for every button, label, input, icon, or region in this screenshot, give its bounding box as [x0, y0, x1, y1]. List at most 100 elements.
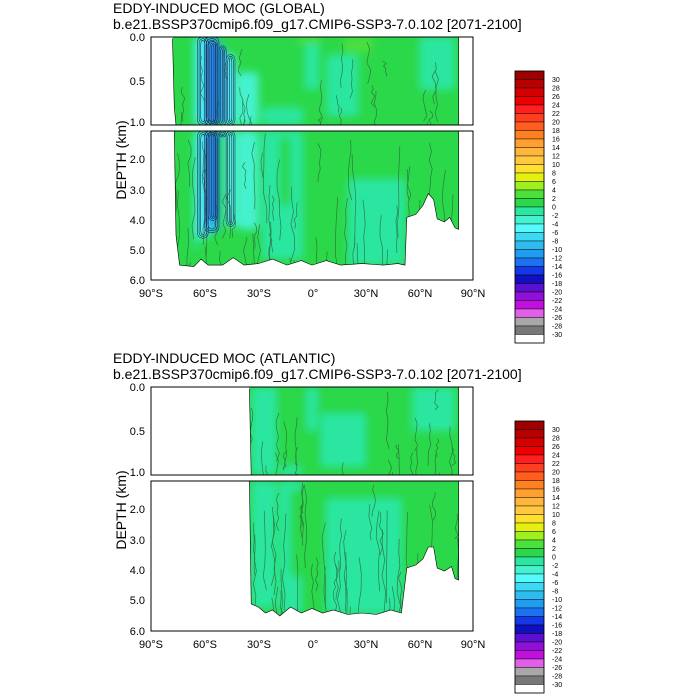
- colorbar-swatch: [514, 667, 545, 677]
- colorbar-swatch: [514, 113, 545, 123]
- y-tick-label: 5.0: [130, 245, 145, 257]
- colorbar-swatch: [514, 181, 545, 191]
- contour-line: [427, 557, 432, 602]
- y-tick-labels: 0.0 0.5 1.0 2.0 3.0 4.0 5.0 6.0: [130, 32, 145, 287]
- contour-line: [321, 522, 326, 609]
- y-axis-label: DEPTH (km): [113, 120, 129, 199]
- x-tick-label: 90°S: [139, 288, 163, 300]
- contour-line: [432, 491, 436, 521]
- contour-line: [207, 41, 218, 125]
- colorbar-swatch: [514, 650, 545, 660]
- contour-line: [262, 510, 267, 590]
- contour-line: [238, 49, 243, 77]
- contour-line: [300, 482, 304, 546]
- upper-frame: [150, 386, 474, 476]
- contour-line: [191, 157, 196, 240]
- colorbar-swatch: [514, 87, 545, 97]
- colorbar-label: -16: [552, 623, 562, 630]
- colorbar-swatch: [514, 539, 545, 549]
- x-tick-label: 60°S: [193, 288, 217, 300]
- contour-line: [432, 567, 437, 616]
- colorbar-label: 28: [552, 436, 560, 443]
- contour-line: [317, 117, 322, 125]
- x-tick-label: 90°N: [461, 288, 486, 300]
- contour-line: [204, 131, 220, 233]
- contour-line: [292, 614, 298, 616]
- contour-line: [346, 625, 349, 631]
- contour-line: [335, 197, 339, 267]
- contour-line: [275, 452, 279, 475]
- colorbar-label: 26: [552, 444, 560, 451]
- lower-frame: [150, 130, 474, 281]
- colorbar-swatch: [514, 658, 545, 668]
- panel-title: EDDY-INDUCED MOC (GLOBAL): [113, 0, 325, 16]
- colorbar-label: -6: [552, 580, 558, 587]
- contour-line: [306, 623, 308, 631]
- contour-line: [435, 438, 440, 458]
- colorbar-label: -4: [552, 572, 558, 579]
- colorbar-swatch: [514, 590, 545, 600]
- contour-line: [398, 571, 403, 609]
- colorbar-label: 16: [552, 487, 560, 494]
- colorbar-swatch: [514, 291, 545, 301]
- contour-line: [322, 623, 326, 631]
- colorbar: 302826242220181614121086420-2-4-6-8-10-1…: [514, 420, 562, 694]
- contour-line: [209, 42, 216, 124]
- contour-line: [246, 94, 251, 125]
- contour-line: [344, 617, 347, 631]
- colorbar-swatch: [514, 96, 545, 106]
- contour-line: [454, 513, 459, 540]
- colorbar-label: -28: [552, 324, 562, 331]
- colorbar-label: 12: [552, 154, 560, 161]
- colorbar-label: -24: [552, 657, 562, 664]
- colorbar-swatch: [514, 189, 545, 199]
- colorbar-swatch: [514, 266, 545, 276]
- contour-line: [220, 47, 225, 124]
- colorbar-swatch: [514, 573, 545, 583]
- contour-line: [434, 70, 439, 122]
- x-tick-labels: 90°S 60°S 30°S 0° 30°N 60°N 90°N: [139, 639, 485, 651]
- contour-line: [432, 222, 437, 267]
- moc-field-region: [251, 481, 277, 607]
- moc-field-region: [261, 107, 303, 125]
- colorbar-swatch: [514, 249, 545, 259]
- colorbar-swatch: [514, 522, 545, 532]
- atlantic-moc-panel: EDDY-INDUCED MOC (ATLANTIC) b.e21.BSSP37…: [113, 350, 562, 694]
- colorbar-swatch: [514, 308, 545, 318]
- colorbar-label: 24: [552, 103, 560, 110]
- contour-line: [448, 269, 452, 281]
- colorbar-swatch: [514, 531, 545, 541]
- bathymetry-outline: [249, 481, 460, 617]
- upper-field-layer: [249, 387, 460, 475]
- moc-field-region: [251, 387, 277, 475]
- contour-line: [452, 255, 457, 267]
- contour-line: [396, 538, 401, 616]
- contour-line: [203, 246, 207, 267]
- contour-line: [451, 446, 457, 467]
- contour-line: [294, 554, 299, 616]
- colorbar-label: -24: [552, 307, 562, 314]
- contour-line: [332, 588, 338, 615]
- contour-line: [294, 417, 298, 466]
- colorbar: 302826242220181614121086420-2-4-6-8-10-1…: [514, 70, 562, 344]
- contour-line: [211, 133, 215, 218]
- moc-field-region: [193, 131, 198, 251]
- colorbar-label: -16: [552, 273, 562, 280]
- lower-frame: [150, 480, 474, 632]
- contour-line: [420, 613, 425, 616]
- contour-line: [385, 510, 388, 604]
- colorbar-swatch: [514, 274, 545, 284]
- contour-line: [395, 444, 400, 459]
- y-tick-label: 1.0: [130, 117, 145, 129]
- colorbar-label: -2: [552, 563, 558, 570]
- colorbar-frame: [514, 420, 545, 694]
- contour-line: [344, 551, 347, 612]
- contour-line: [302, 270, 306, 280]
- contour-line: [321, 264, 327, 267]
- contour-line: [371, 484, 376, 517]
- colorbar-label: 4: [552, 188, 556, 195]
- contour-line: [434, 389, 439, 411]
- colorbar-swatch: [514, 420, 545, 430]
- colorbar-label: 10: [552, 162, 560, 169]
